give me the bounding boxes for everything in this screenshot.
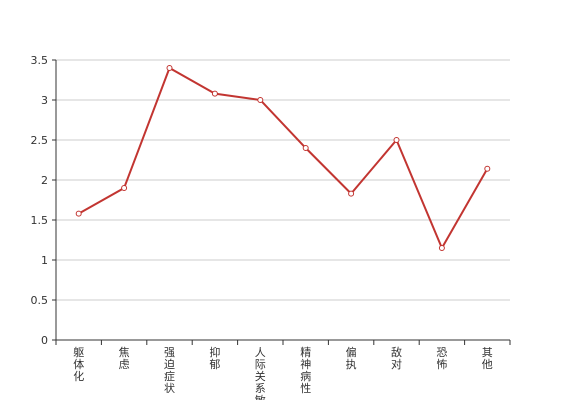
y-tick-label: 2	[41, 174, 48, 187]
point	[484, 165, 491, 172]
y-tick-label: 3.5	[31, 54, 49, 67]
x-tick-label: 偏执	[346, 345, 357, 371]
point	[302, 145, 309, 151]
x-tick-label: 敌对	[391, 345, 402, 371]
x-tick-label: 抑郁	[209, 345, 220, 371]
point	[348, 190, 355, 197]
line	[78, 66, 489, 251]
point	[121, 185, 128, 191]
point	[211, 90, 218, 97]
y-tick-label: 2.5	[31, 134, 49, 147]
x-tick-label: 强迫症状	[164, 346, 175, 395]
x-tick-label: 精神病性	[300, 346, 311, 395]
y-tick-label: 1	[41, 254, 48, 267]
y-tick-label: 0	[41, 334, 48, 347]
point	[257, 97, 264, 103]
point	[75, 210, 82, 217]
x-tick-label: 其他	[482, 346, 493, 371]
x-tick-label: 焦虑	[119, 346, 130, 371]
point	[438, 245, 445, 251]
y-tick-label: 0.5	[31, 294, 49, 307]
x-tick-label: 躯体化	[73, 346, 84, 383]
x-tick-label: 人际关系敏感	[255, 346, 266, 400]
point	[166, 65, 173, 71]
y-tick-label: 3	[41, 94, 48, 107]
y-tick-label: 1.5	[31, 214, 49, 227]
x-tick-label: 恐怖	[436, 346, 447, 371]
point	[393, 137, 400, 143]
